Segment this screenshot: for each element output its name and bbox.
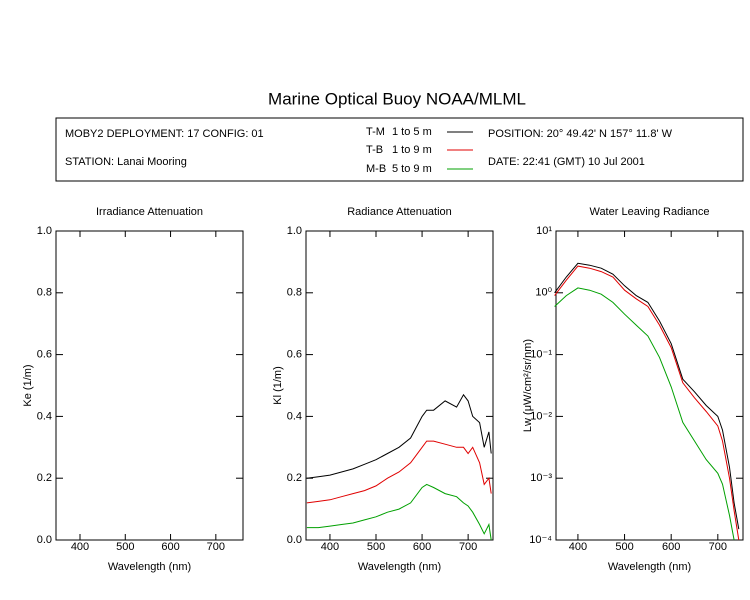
legend-name: M-B bbox=[366, 163, 386, 175]
panel-title: Radiance Attenuation bbox=[347, 206, 452, 218]
deployment: MOBY2 DEPLOYMENT: 17 CONFIG: 01 bbox=[65, 128, 264, 140]
x-tick-label: 600 bbox=[413, 541, 431, 553]
y-axis-label: Lw (μW/cm²/sr/nm) bbox=[522, 339, 534, 432]
plot-frame bbox=[555, 230, 744, 541]
y-tick-label: 10⁻² bbox=[530, 410, 552, 422]
y-tick-label: 0.2 bbox=[37, 472, 52, 484]
y-tick-label: 10⁰ bbox=[535, 287, 552, 299]
x-tick-label: 400 bbox=[321, 541, 339, 553]
panel-title: Water Leaving Radiance bbox=[589, 206, 709, 218]
y-tick-label: 0.4 bbox=[287, 410, 302, 422]
x-tick-label: 500 bbox=[116, 541, 134, 553]
plot-frame bbox=[55, 230, 244, 541]
x-tick-label: 700 bbox=[207, 541, 225, 553]
y-axis-label: Kl (1/m) bbox=[272, 366, 284, 405]
y-tick-label: 10¹ bbox=[536, 225, 552, 237]
x-tick-label: 500 bbox=[615, 541, 633, 553]
y-tick-label: 1.0 bbox=[287, 225, 302, 237]
x-axis-label: Wavelength (nm) bbox=[108, 561, 191, 573]
x-tick-label: 700 bbox=[459, 541, 477, 553]
y-tick-label: 0.0 bbox=[287, 534, 302, 546]
data-line bbox=[306, 483, 492, 541]
y-axis-label: Ke (1/m) bbox=[22, 364, 34, 406]
x-tick-label: 600 bbox=[662, 541, 680, 553]
legend-depth: 1 to 9 m bbox=[392, 144, 432, 156]
legend-depth: 1 to 5 m bbox=[392, 126, 432, 138]
y-tick-label: 0.0 bbox=[37, 534, 52, 546]
y-tick-label: 0.8 bbox=[37, 287, 52, 299]
x-tick-label: 400 bbox=[71, 541, 89, 553]
data-line bbox=[554, 265, 740, 541]
data-line bbox=[306, 393, 492, 479]
data-line bbox=[306, 440, 492, 504]
legend-depth: 5 to 9 m bbox=[392, 163, 432, 175]
position: POSITION: 20° 49.42' N 157° 11.8' W bbox=[488, 128, 673, 140]
panel-title: Irradiance Attenuation bbox=[96, 206, 203, 218]
legend-name: T-B bbox=[366, 144, 383, 156]
y-tick-label: 0.2 bbox=[287, 472, 302, 484]
legend-name: T-M bbox=[366, 126, 385, 138]
y-tick-label: 10⁻⁴ bbox=[529, 534, 552, 546]
x-axis-label: Wavelength (nm) bbox=[358, 561, 441, 573]
y-tick-label: 0.6 bbox=[287, 349, 302, 361]
data-line bbox=[554, 262, 740, 530]
date: DATE: 22:41 (GMT) 10 Jul 2001 bbox=[488, 156, 645, 168]
y-tick-label: 10⁻³ bbox=[530, 472, 552, 484]
station: STATION: Lanai Mooring bbox=[65, 156, 187, 168]
y-tick-label: 10⁻¹ bbox=[530, 349, 552, 361]
plot-frame bbox=[305, 230, 494, 541]
page-title: Marine Optical Buoy NOAA/MLML bbox=[268, 89, 526, 108]
info-box bbox=[55, 117, 744, 182]
x-tick-label: 700 bbox=[709, 541, 727, 553]
x-tick-label: 500 bbox=[367, 541, 385, 553]
y-tick-label: 0.4 bbox=[37, 410, 52, 422]
x-tick-label: 600 bbox=[161, 541, 179, 553]
data-line bbox=[554, 287, 735, 541]
y-tick-label: 0.8 bbox=[287, 287, 302, 299]
x-tick-label: 400 bbox=[569, 541, 587, 553]
y-tick-label: 0.6 bbox=[37, 349, 52, 361]
x-axis-label: Wavelength (nm) bbox=[608, 561, 691, 573]
y-tick-label: 1.0 bbox=[37, 225, 52, 237]
